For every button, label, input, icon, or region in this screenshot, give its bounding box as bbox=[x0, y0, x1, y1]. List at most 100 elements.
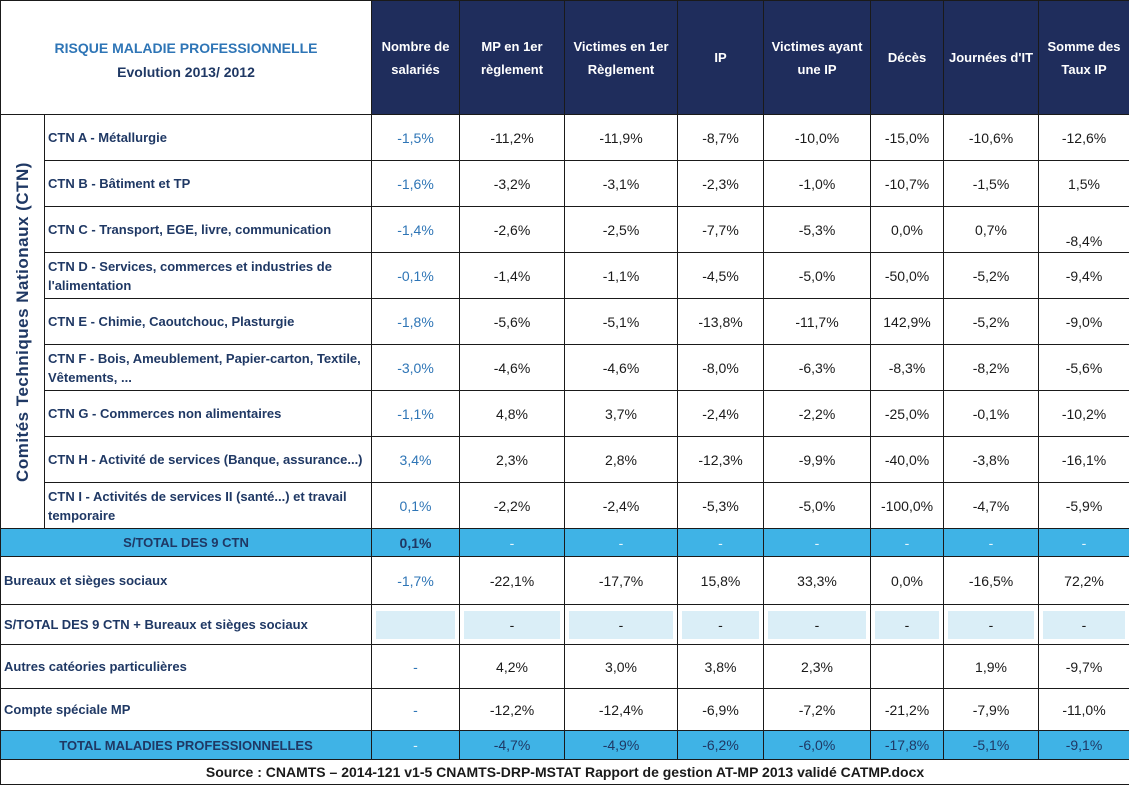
table-cell: -21,2% bbox=[871, 689, 944, 731]
table-cell: -22,1% bbox=[460, 557, 565, 605]
table-row: CTN B - Bâtiment et TP -1,6% -3,2% -3,1%… bbox=[1, 161, 1129, 207]
table-cell: -2,4% bbox=[565, 483, 678, 529]
table-cell: -1,7% bbox=[372, 557, 460, 605]
table-cell: 3,4% bbox=[372, 437, 460, 483]
table-cell: -3,1% bbox=[565, 161, 678, 207]
table-cell: - bbox=[565, 529, 678, 557]
table-cell: 0,0% bbox=[871, 557, 944, 605]
table-cell: -2,5% bbox=[565, 207, 678, 253]
table-row: CTN I - Activités de services II (santé.… bbox=[1, 483, 1129, 529]
row-label: CTN A - Métallurgie bbox=[45, 115, 372, 161]
table-cell: -4,5% bbox=[678, 253, 764, 299]
table-cell: -4,6% bbox=[460, 345, 565, 391]
table-cell: -16,5% bbox=[944, 557, 1039, 605]
table-row: CTN H - Activité de services (Banque, as… bbox=[1, 437, 1129, 483]
table-cell: 2,3% bbox=[764, 645, 871, 689]
table-cell: -2,6% bbox=[460, 207, 565, 253]
table-cell: -9,9% bbox=[764, 437, 871, 483]
table-row: Bureaux et sièges sociaux -1,7% -22,1% -… bbox=[1, 557, 1129, 605]
table-cell: -10,2% bbox=[1039, 391, 1129, 437]
table-cell: -2,4% bbox=[678, 391, 764, 437]
table-cell: -11,9% bbox=[565, 115, 678, 161]
table-cell: - bbox=[565, 605, 678, 645]
table-cell: -12,2% bbox=[460, 689, 565, 731]
table-cell: -5,3% bbox=[678, 483, 764, 529]
table-subtitle: Evolution 2013/ 2012 bbox=[1, 64, 371, 80]
table-cell bbox=[372, 605, 460, 645]
table-row: CTN F - Bois, Ameublement, Papier-carton… bbox=[1, 345, 1129, 391]
total-row: TOTAL MALADIES PROFESSIONNELLES - -4,7% … bbox=[1, 731, 1129, 760]
table-cell: -5,6% bbox=[1039, 345, 1129, 391]
table-cell: - bbox=[1039, 605, 1129, 645]
cell-value: - bbox=[948, 611, 1034, 639]
table-cell: -17,8% bbox=[871, 731, 944, 760]
table-cell: 3,7% bbox=[565, 391, 678, 437]
row-label: CTN F - Bois, Ameublement, Papier-carton… bbox=[45, 345, 372, 391]
table-cell: -4,7% bbox=[944, 483, 1039, 529]
table-cell: 1,9% bbox=[944, 645, 1039, 689]
cell-value bbox=[376, 611, 455, 639]
subtotal-bureaux-label: S/TOTAL DES 9 CTN + Bureaux et sièges so… bbox=[1, 605, 372, 645]
table-cell: -50,0% bbox=[871, 253, 944, 299]
col-header-salaries: Nombre de salariés bbox=[372, 1, 460, 115]
table-cell: -13,8% bbox=[678, 299, 764, 345]
table-cell: 142,9% bbox=[871, 299, 944, 345]
table-cell: -11,2% bbox=[460, 115, 565, 161]
table-cell: -9,4% bbox=[1039, 253, 1129, 299]
table-cell: 0,0% bbox=[871, 207, 944, 253]
table-cell: -1,6% bbox=[372, 161, 460, 207]
col-header-ip: IP bbox=[678, 1, 764, 115]
table-cell: -1,8% bbox=[372, 299, 460, 345]
row-label: CTN D - Services, commerces et industrie… bbox=[45, 253, 372, 299]
table-cell: -1,5% bbox=[944, 161, 1039, 207]
row-label: CTN I - Activités de services II (santé.… bbox=[45, 483, 372, 529]
table-row: CTN C - Transport, EGE, livre, communica… bbox=[1, 207, 1129, 253]
table-cell: -6,0% bbox=[764, 731, 871, 760]
table-cell: 2,3% bbox=[460, 437, 565, 483]
table-cell: 4,8% bbox=[460, 391, 565, 437]
table-cell: -40,0% bbox=[871, 437, 944, 483]
table-cell: - bbox=[460, 529, 565, 557]
table-cell: 3,8% bbox=[678, 645, 764, 689]
source-note: Source : CNAMTS – 2014-121 v1-5 CNAMTS-D… bbox=[1, 760, 1129, 785]
table-cell: -12,3% bbox=[678, 437, 764, 483]
subtotal-ctn-label: S/TOTAL DES 9 CTN bbox=[1, 529, 372, 557]
table-cell: -25,0% bbox=[871, 391, 944, 437]
cell-value: - bbox=[464, 611, 560, 639]
source-row: Source : CNAMTS – 2014-121 v1-5 CNAMTS-D… bbox=[1, 760, 1129, 785]
table-row: CTN E - Chimie, Caoutchouc, Plasturgie -… bbox=[1, 299, 1129, 345]
side-label-cell: Comités Techniques Nationaux (CTN) bbox=[1, 115, 45, 529]
table-cell: 0,1% bbox=[372, 529, 460, 557]
row-label: CTN B - Bâtiment et TP bbox=[45, 161, 372, 207]
table-cell: 1,5% bbox=[1039, 161, 1129, 207]
col-header-journees-it: Journées d'IT bbox=[944, 1, 1039, 115]
table-cell: -3,8% bbox=[944, 437, 1039, 483]
table-cell: -5,0% bbox=[764, 253, 871, 299]
table-cell: -5,3% bbox=[764, 207, 871, 253]
row-label: CTN G - Commerces non alimentaires bbox=[45, 391, 372, 437]
row-label: Bureaux et sièges sociaux bbox=[1, 557, 372, 605]
subtotal-ctn-row: S/TOTAL DES 9 CTN 0,1% - - - - - - - bbox=[1, 529, 1129, 557]
table-cell: -5,2% bbox=[944, 253, 1039, 299]
row-label: Autres catéories particulières bbox=[1, 645, 372, 689]
table-cell: -15,0% bbox=[871, 115, 944, 161]
col-header-victimes-ip: Victimes ayant une IP bbox=[764, 1, 871, 115]
table-cell: -7,9% bbox=[944, 689, 1039, 731]
row-label: CTN E - Chimie, Caoutchouc, Plasturgie bbox=[45, 299, 372, 345]
table-cell: -1,0% bbox=[764, 161, 871, 207]
table-cell: 3,0% bbox=[565, 645, 678, 689]
table-cell: - bbox=[1039, 529, 1129, 557]
table-cell: -6,3% bbox=[764, 345, 871, 391]
table-cell: -2,3% bbox=[678, 161, 764, 207]
table-row: CTN D - Services, commerces et industrie… bbox=[1, 253, 1129, 299]
table-row: Compte spéciale MP - -12,2% -12,4% -6,9%… bbox=[1, 689, 1129, 731]
col-header-mp-1er-reglement: MP en 1er règlement bbox=[460, 1, 565, 115]
table-cell: - bbox=[944, 529, 1039, 557]
table-row: CTN G - Commerces non alimentaires -1,1%… bbox=[1, 391, 1129, 437]
table-cell: -9,0% bbox=[1039, 299, 1129, 345]
table-cell: - bbox=[944, 605, 1039, 645]
table-cell: -5,9% bbox=[1039, 483, 1129, 529]
table-cell: -8,7% bbox=[678, 115, 764, 161]
table-cell: -16,1% bbox=[1039, 437, 1129, 483]
table-cell: 0,1% bbox=[372, 483, 460, 529]
